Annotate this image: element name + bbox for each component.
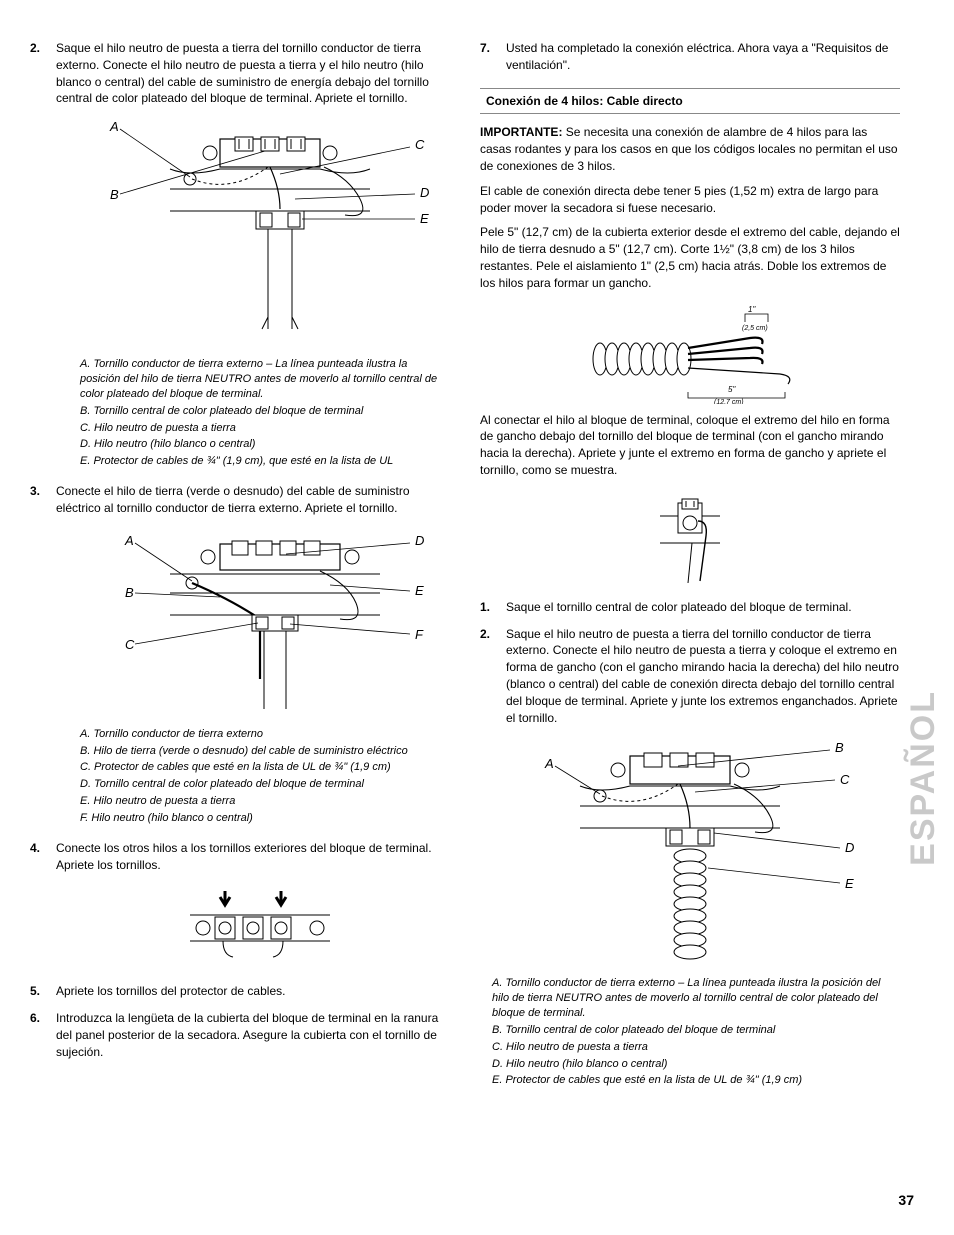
caption-item: B. Tornillo central de color plateado de… bbox=[80, 404, 450, 419]
step-text: Conecte el hilo de tierra (verde o desnu… bbox=[56, 483, 450, 517]
caption-item: F. Hilo neutro (hilo blanco o central) bbox=[80, 811, 450, 826]
caption-item: D. Hilo neutro (hilo blanco o central) bbox=[492, 1057, 900, 1072]
step-text: Introduzca la lengüeta de la cubierta de… bbox=[56, 1010, 450, 1060]
fig1-label-C: C bbox=[415, 137, 425, 152]
page-number: 37 bbox=[898, 1191, 914, 1211]
step-num: 1. bbox=[480, 599, 506, 616]
svg-text:E: E bbox=[415, 583, 424, 598]
svg-text:D: D bbox=[845, 840, 854, 855]
caption-item: E. Hilo neutro de puesta a tierra bbox=[80, 794, 450, 809]
page-columns: 2. Saque el hilo neutro de puesta a tier… bbox=[30, 40, 924, 1102]
step-num: 2. bbox=[30, 40, 56, 107]
step-5: 5. Apriete los tornillos del protector d… bbox=[30, 983, 450, 1000]
step-num: 6. bbox=[30, 1010, 56, 1060]
step-text: Usted ha completado la conexión eléctric… bbox=[506, 40, 900, 74]
step-text: Saque el hilo neutro de puesta a tierra … bbox=[506, 626, 900, 727]
step-text: Apriete los tornillos del protector de c… bbox=[56, 983, 450, 1000]
figure-3-caption: A. Tornillo conductor de tierra externo … bbox=[492, 976, 900, 1088]
svg-text:E: E bbox=[845, 876, 854, 891]
svg-text:5": 5" bbox=[728, 385, 736, 394]
svg-text:1": 1" bbox=[748, 305, 756, 314]
svg-text:D: D bbox=[415, 533, 424, 548]
figure-hook-screw bbox=[480, 491, 900, 591]
figure-2: A B C D E F bbox=[70, 529, 450, 719]
language-tab: ESPAÑOL bbox=[900, 690, 948, 866]
paragraph: Al conectar el hilo al bloque de termina… bbox=[480, 412, 900, 479]
r-step-2: 2. Saque el hilo neutro de puesta a tier… bbox=[480, 626, 900, 727]
svg-text:C: C bbox=[840, 772, 850, 787]
important-label: IMPORTANTE: bbox=[480, 125, 562, 139]
caption-item: C. Hilo neutro de puesta a tierra bbox=[492, 1040, 900, 1055]
step-text: Saque el tornillo central de color plate… bbox=[506, 599, 900, 616]
step-6: 6. Introduzca la lengüeta de la cubierta… bbox=[30, 1010, 450, 1060]
paragraph: El cable de conexión directa debe tener … bbox=[480, 183, 900, 217]
step-2: 2. Saque el hilo neutro de puesta a tier… bbox=[30, 40, 450, 107]
step-text: Saque el hilo neutro de puesta a tierra … bbox=[56, 40, 450, 107]
svg-text:A: A bbox=[544, 756, 554, 771]
svg-text:B: B bbox=[835, 740, 844, 755]
section-heading: Conexión de 4 hilos: Cable directo bbox=[480, 88, 900, 115]
fig1-label-B: B bbox=[110, 187, 119, 202]
step-3: 3. Conecte el hilo de tierra (verde o de… bbox=[30, 483, 450, 517]
caption-item: C. Protector de cables que esté en la li… bbox=[80, 760, 450, 775]
figure-1-caption: A. Tornillo conductor de tierra externo … bbox=[80, 357, 450, 469]
svg-text:B: B bbox=[125, 585, 134, 600]
figure-2-caption: A. Tornillo conductor de tierra externo … bbox=[80, 727, 450, 826]
left-column: 2. Saque el hilo neutro de puesta a tier… bbox=[30, 40, 450, 1102]
figure-3: A B C D E bbox=[480, 738, 900, 968]
step-num: 7. bbox=[480, 40, 506, 74]
svg-text:C: C bbox=[125, 637, 135, 652]
step-4: 4. Conecte los otros hilos a los tornill… bbox=[30, 840, 450, 874]
figure-small-terminals bbox=[70, 885, 450, 975]
step-num: 3. bbox=[30, 483, 56, 517]
svg-text:(12,7 cm): (12,7 cm) bbox=[714, 399, 744, 404]
right-column: 7. Usted ha completado la conexión eléct… bbox=[480, 40, 900, 1102]
step-num: 5. bbox=[30, 983, 56, 1000]
svg-text:(2,5 cm): (2,5 cm) bbox=[742, 325, 768, 332]
figure-stripped-cable: 1" (2,5 cm) 5" (12,7 cm) bbox=[480, 304, 900, 404]
caption-item: A. Tornillo conductor de tierra externo … bbox=[80, 357, 450, 402]
caption-item: B. Tornillo central de color plateado de… bbox=[492, 1023, 900, 1038]
important-paragraph: IMPORTANTE: Se necesita una conexión de … bbox=[480, 124, 900, 174]
paragraph: Pele 5" (12,7 cm) de la cubierta exterio… bbox=[480, 224, 900, 291]
caption-item: D. Hilo neutro (hilo blanco o central) bbox=[80, 437, 450, 452]
figure-1: A B C D E bbox=[70, 119, 450, 349]
caption-item: D. Tornillo central de color plateado de… bbox=[80, 777, 450, 792]
fig1-label-A: A bbox=[109, 119, 119, 134]
r-step-1: 1. Saque el tornillo central de color pl… bbox=[480, 599, 900, 616]
fig1-label-D: D bbox=[420, 185, 429, 200]
caption-item: E. Protector de cables de ¾" (1,9 cm), q… bbox=[80, 454, 450, 469]
caption-item: C. Hilo neutro de puesta a tierra bbox=[80, 421, 450, 436]
caption-item: B. Hilo de tierra (verde o desnudo) del … bbox=[80, 744, 450, 759]
step-text: Conecte los otros hilos a los tornillos … bbox=[56, 840, 450, 874]
step-num: 2. bbox=[480, 626, 506, 727]
step-num: 4. bbox=[30, 840, 56, 874]
fig1-label-E: E bbox=[420, 211, 429, 226]
step-7: 7. Usted ha completado la conexión eléct… bbox=[480, 40, 900, 74]
caption-item: E. Protector de cables que esté en la li… bbox=[492, 1073, 900, 1088]
caption-item: A. Tornillo conductor de tierra externo bbox=[80, 727, 450, 742]
caption-item: A. Tornillo conductor de tierra externo … bbox=[492, 976, 900, 1021]
svg-text:F: F bbox=[415, 627, 424, 642]
svg-text:A: A bbox=[124, 533, 134, 548]
